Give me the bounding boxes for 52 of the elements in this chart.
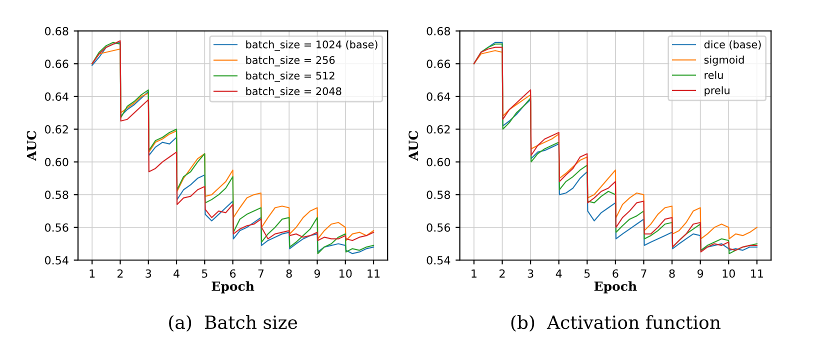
y-tick-label: 0.54 bbox=[44, 256, 68, 265]
x-tick-label: 8 bbox=[669, 269, 675, 278]
y-tick-label: 0.62 bbox=[426, 125, 450, 134]
legend-label: sigmoid bbox=[704, 56, 744, 66]
y-tick-label: 0.56 bbox=[44, 223, 68, 232]
x-tick-label: 1 bbox=[90, 270, 95, 278]
legend-label: batch_size = 1024 (base) bbox=[246, 40, 378, 51]
text: (a) Batch size bbox=[169, 315, 298, 332]
x-tick-label: 10 bbox=[340, 269, 352, 278]
x-tick-label: 1 bbox=[472, 270, 476, 278]
x-tick-label: 11 bbox=[368, 270, 380, 278]
x-tick-label: 2 bbox=[118, 269, 123, 278]
x-tick-label: 9 bbox=[697, 269, 704, 278]
x-tick-label: 10 bbox=[722, 269, 735, 278]
y-tick-label: 0.64 bbox=[426, 92, 450, 101]
legend-label: batch_size = 2048 bbox=[246, 87, 342, 98]
y-tick-label: 0.68 bbox=[426, 26, 450, 36]
text: (b) Activation function bbox=[511, 315, 721, 332]
y-tick-label: 0.60 bbox=[426, 158, 450, 166]
y-tick-label: 0.56 bbox=[426, 223, 450, 232]
x-tick-label: 5 bbox=[584, 270, 590, 278]
x-tick-label: 4 bbox=[556, 270, 562, 278]
x-tick-label: 7 bbox=[641, 270, 646, 278]
x-tick-label: 2 bbox=[500, 269, 505, 278]
y-tick-label: 0.66 bbox=[426, 60, 450, 68]
y-tick-label: 0.58 bbox=[44, 190, 68, 200]
legend-label: batch_size = 512 bbox=[246, 72, 334, 82]
legend-label: prelu bbox=[704, 86, 730, 96]
y-tick-label: 0.54 bbox=[426, 256, 450, 265]
y-tick-label: 0.60 bbox=[44, 158, 68, 166]
x-tick-label: 9 bbox=[314, 269, 320, 278]
x-tick-label: 11 bbox=[751, 270, 763, 278]
y-tick-label: 0.66 bbox=[44, 60, 68, 68]
y-tick-label: 0.62 bbox=[44, 125, 68, 134]
x-tick-label: 7 bbox=[258, 270, 264, 278]
x-axis-title: Epoch bbox=[594, 281, 637, 294]
x-tick-label: 5 bbox=[202, 270, 208, 278]
x-tick-label: 8 bbox=[286, 269, 292, 278]
legend-label: relu bbox=[704, 70, 723, 79]
legend-label: dice (base) bbox=[704, 40, 761, 50]
x-axis-title: Epoch bbox=[212, 281, 254, 294]
y-tick-label: 0.64 bbox=[44, 92, 68, 101]
x-tick-label: 6 bbox=[612, 269, 618, 278]
y-tick-label: 0.58 bbox=[426, 190, 450, 200]
x-tick-label: 3 bbox=[528, 269, 534, 278]
y-axis-title: AUC bbox=[408, 130, 418, 161]
x-tick-label: 6 bbox=[230, 269, 236, 278]
x-tick-label: 3 bbox=[146, 269, 152, 278]
y-tick-label: 0.68 bbox=[44, 26, 68, 36]
y-axis-title: AUC bbox=[26, 130, 36, 161]
legend-label: batch_size = 256 bbox=[246, 56, 335, 66]
x-tick-label: 4 bbox=[174, 270, 180, 278]
